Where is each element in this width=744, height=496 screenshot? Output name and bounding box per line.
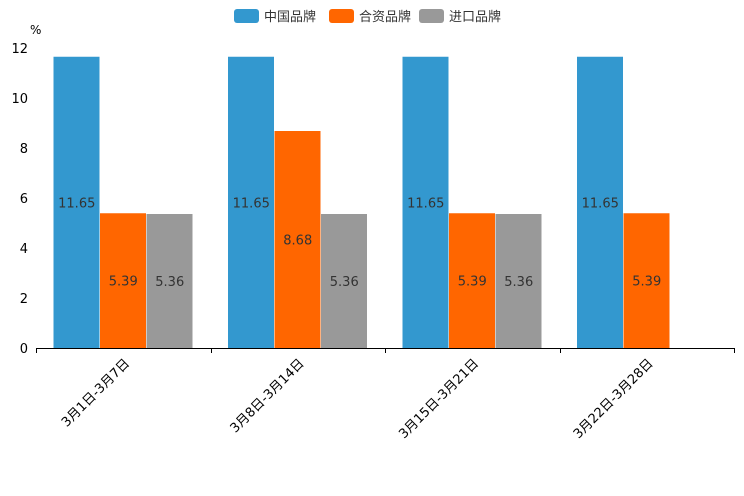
legend-item-1[interactable]: 中国品牌 [234,9,316,25]
legend: 中国品牌 合资品牌 进口品牌 [234,9,501,25]
x-category-label-3: 3月15日-3月21日 [396,356,482,442]
legend-swatch [234,9,259,23]
data-label-2-2: 8.68 [283,234,312,249]
data-label-1-3: 11.65 [407,196,444,211]
data-labels: 11.65 5.39 5.36 11.65 8.68 5.36 11.65 5.39 5.36 1… [58,196,661,290]
data-label-1-4: 11.65 [582,196,619,211]
y-tick-label: 2 [20,292,28,307]
legend-item-2[interactable]: 合资品牌 [329,9,411,25]
data-label-2-3: 5.39 [458,275,487,290]
bar-2-2[interactable] [274,131,321,348]
bar-3-3[interactable] [495,214,542,348]
y-axis-unit-label: % [30,23,41,37]
y-tick-label: 8 [20,142,28,157]
data-label-3-1: 5.36 [155,275,184,290]
x-category-label-1: 3月1日-3月7日 [59,356,133,430]
legend-label: 合资品牌 [359,9,411,25]
y-tick-label: 10 [11,92,28,107]
bar-3-2[interactable] [321,214,367,348]
legend-label: 进口品牌 [449,9,501,25]
y-tick-label: 6 [20,192,28,207]
data-label-2-4: 5.39 [632,275,661,290]
bar-1-1[interactable] [53,56,100,348]
data-label-2-1: 5.39 [109,275,138,290]
bar-1-4[interactable] [577,56,623,348]
bar-1-2[interactable] [228,56,274,348]
data-label-3-2: 5.36 [330,275,359,290]
data-label-1-1: 11.65 [58,196,95,211]
legend-swatch [329,9,354,23]
y-tick-label: 12 [11,42,28,57]
bar-2-4[interactable] [623,213,670,348]
bars [53,56,670,348]
bar-2-1[interactable] [100,213,146,348]
x-category-label-4: 3月22日-3月28日 [571,356,657,442]
x-axis: 3月1日-3月7日 3月8日-3月14日 3月15日-3月21日 3月22日-3月28… [36,348,735,442]
data-label-1-2: 11.65 [233,196,270,211]
y-axis-ticks: 0 2 4 6 8 10 12 [11,42,28,357]
bar-2-3[interactable] [449,213,495,348]
legend-swatch [419,9,444,23]
bar-3-1[interactable] [146,214,193,348]
data-label-3-3: 5.36 [504,275,533,290]
legend-label: 中国品牌 [264,9,316,25]
legend-item-3[interactable]: 进口品牌 [419,9,501,25]
y-tick-label: 4 [20,242,28,257]
x-category-label-2: 3月8日-3月14日 [228,356,308,436]
y-tick-label: 0 [20,342,28,357]
bar-1-3[interactable] [402,56,449,348]
